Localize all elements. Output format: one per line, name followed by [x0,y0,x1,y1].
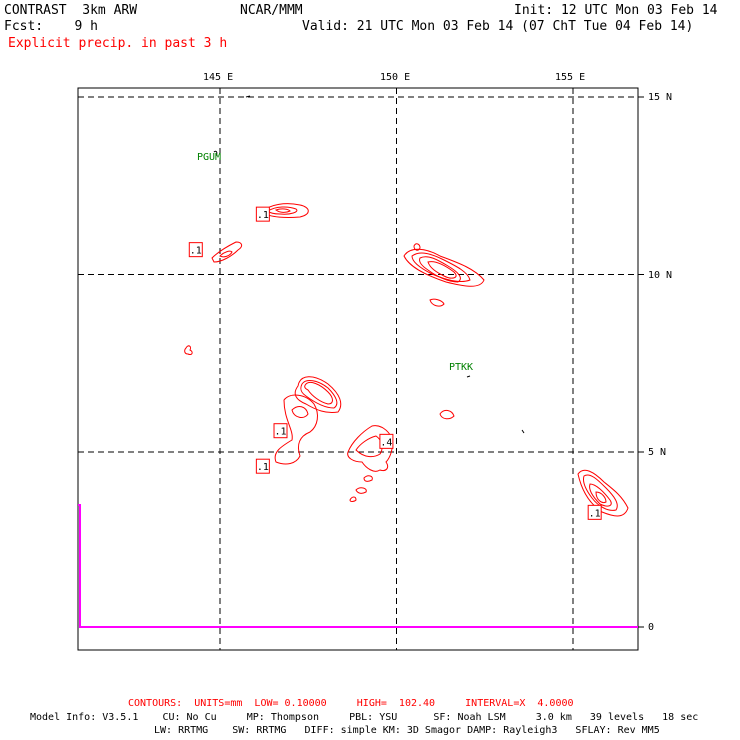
precip-contours [184,203,629,517]
model-info-line-2: LW: RRTMG SW: RRTMG DIFF: simple KM: 3D … [154,725,660,736]
init-time: Init: 12 UTC Mon 03 Feb 14 [514,3,718,18]
coast-mark [466,375,471,378]
precip-cell-north-guam [261,203,309,218]
coastlines [213,95,525,434]
contour-labels: .1 .1 .1 .1 .4 .1 [188,206,602,520]
axis-ticks [638,96,644,628]
lat-tick-10: 10 N [648,270,673,281]
coast-mark [521,429,525,434]
center-name: NCAR/MMM [240,3,303,18]
precip-cell-small-ptkk [439,409,455,420]
contour-label-box-1 [188,242,203,258]
contour-label-box-4 [379,433,394,449]
lat-tick-15: 15 N [648,92,673,103]
profile-line [78,504,638,628]
contour-label-2: .1 [274,427,286,438]
forecast-hour: Fcst: 9 h [4,19,98,34]
model-name: CONTRAST 3km ARW [4,3,138,18]
precip-cell-chuuk-north [403,243,485,307]
model-info-line-1: Model Info: V3.5.1 CU: No Cu MP: Thompso… [30,712,699,723]
precip-cell-mid [274,376,342,465]
contour-label-box-0 [255,206,270,222]
contour-label-1: .1 [190,246,202,257]
contour-label-4: .4 [380,437,392,448]
coast-mark [245,95,251,98]
precip-cell-east [577,469,629,517]
station-pgum: PGUM [197,152,222,163]
contour-label-box-2 [273,423,288,439]
field-title: Explicit precip. in past 3 h [8,36,228,51]
precip-cell-south [347,425,393,502]
precip-cell-small-west [184,345,193,355]
profile-axis-zero: 0 [648,622,655,633]
plot-frame [77,87,639,651]
contour-label-3: .1 [257,462,269,473]
lon-tick-155: 155 E [555,72,586,83]
valid-time: Valid: 21 UTC Mon 03 Feb 14 (07 ChT Tue … [302,19,694,34]
contour-label-0: .1 [257,210,269,221]
lon-tick-150: 150 E [380,72,411,83]
contour-label-5: .1 [589,508,601,519]
grid-lines [78,88,638,650]
contour-label-box-3 [255,458,270,474]
contour-label-box-5 [587,504,602,520]
coast-guam [213,150,218,157]
contours-info: CONTOURS: UNITS=mm LOW= 0.10000 HIGH= 10… [128,698,574,709]
lat-tick-5: 5 N [648,447,667,458]
station-ptkk: PTKK [449,362,474,373]
lon-tick-145: 145 E [203,72,234,83]
precip-cell-guam-south [211,241,243,263]
